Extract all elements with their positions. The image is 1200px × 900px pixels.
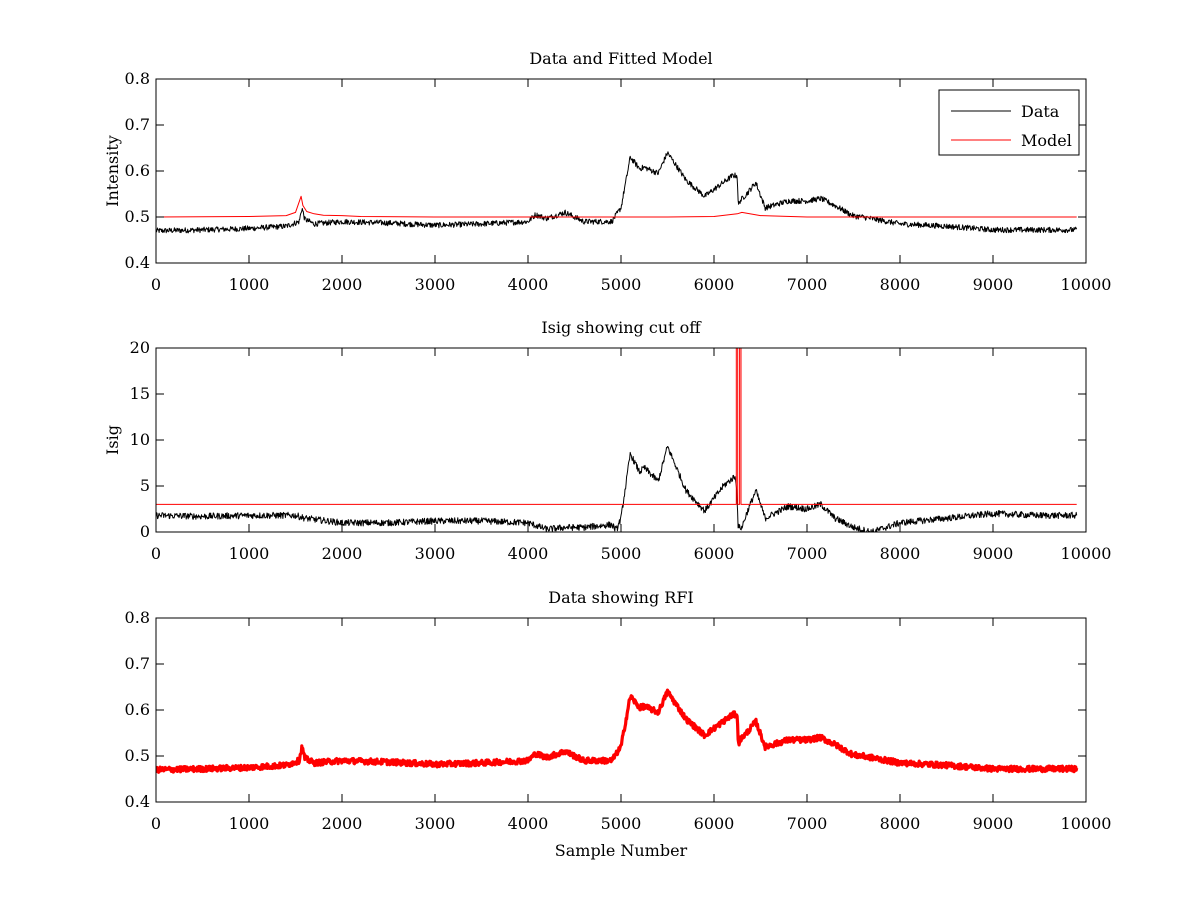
x-tick-label: 6000 bbox=[694, 544, 735, 563]
x-tick-label: 10000 bbox=[1061, 275, 1112, 294]
y-tick-label: 0.6 bbox=[125, 700, 150, 719]
y-tick-label: 15 bbox=[130, 384, 150, 403]
x-tick-label: 5000 bbox=[601, 814, 642, 833]
series-line-model bbox=[156, 195, 1077, 218]
series-group bbox=[156, 151, 1078, 234]
y-tick-label: 20 bbox=[130, 338, 150, 357]
x-tick-label: 2000 bbox=[322, 544, 363, 563]
y-tick-label: 0.4 bbox=[125, 253, 150, 272]
y-tick-label: 0.4 bbox=[125, 792, 150, 811]
y-tick-label: 0.8 bbox=[125, 69, 150, 88]
x-tick-label: 1000 bbox=[229, 275, 270, 294]
x-tick-label: 4000 bbox=[508, 544, 549, 563]
series-group bbox=[156, 688, 1079, 774]
x-tick-label: 5000 bbox=[601, 275, 642, 294]
x-tick-label: 8000 bbox=[880, 814, 921, 833]
series-line-1 bbox=[156, 446, 1078, 532]
chart-title: Data and Fitted Model bbox=[529, 49, 712, 68]
x-tick-label: 9000 bbox=[973, 275, 1014, 294]
x-tick-label: 8000 bbox=[880, 275, 921, 294]
y-tick-label: 0.5 bbox=[125, 746, 150, 765]
x-tick-label: 7000 bbox=[787, 544, 828, 563]
chart-title: Data showing RFI bbox=[548, 588, 693, 607]
x-tick-label: 7000 bbox=[787, 814, 828, 833]
x-tick-label: 7000 bbox=[787, 275, 828, 294]
x-tick-label: 10000 bbox=[1061, 814, 1112, 833]
series-group bbox=[156, 348, 1078, 532]
x-tick-label: 4000 bbox=[508, 814, 549, 833]
y-tick-label: 5 bbox=[140, 476, 150, 495]
x-tick-label: 9000 bbox=[973, 544, 1014, 563]
y-axis-label: Intensity bbox=[103, 135, 122, 207]
x-tick-label: 3000 bbox=[415, 544, 456, 563]
legend-box bbox=[938, 89, 1080, 156]
x-axis-label: Sample Number bbox=[555, 841, 688, 860]
x-tick-label: 1000 bbox=[229, 814, 270, 833]
y-axis-label: Isig bbox=[103, 425, 122, 455]
x-tick-label: 0 bbox=[151, 544, 161, 563]
chart-title: Isig showing cut off bbox=[541, 318, 702, 337]
x-tick-label: 0 bbox=[151, 814, 161, 833]
x-tick-label: 2000 bbox=[322, 814, 363, 833]
x-tick-label: 3000 bbox=[415, 275, 456, 294]
y-tick-label: 0 bbox=[140, 522, 150, 541]
x-tick-label: 6000 bbox=[694, 275, 735, 294]
x-tick-label: 4000 bbox=[508, 275, 549, 294]
axes-frame bbox=[155, 617, 1087, 803]
x-tick-label: 5000 bbox=[601, 544, 642, 563]
series-line-2 bbox=[156, 348, 1077, 505]
chart-panel-2: 0 1000 2000 3000 4000 5000 6000 7000 8000 9000 100… bbox=[103, 318, 1111, 563]
series-line-1 bbox=[156, 688, 1079, 774]
y-tick-label: 10 bbox=[130, 430, 150, 449]
x-tick-label: 10000 bbox=[1061, 544, 1112, 563]
y-tick-label: 0.8 bbox=[125, 608, 150, 627]
x-tick-label: 3000 bbox=[415, 814, 456, 833]
x-tick-label: 9000 bbox=[973, 814, 1014, 833]
y-tick-label: 0.7 bbox=[125, 115, 150, 134]
y-tick-label: 0.7 bbox=[125, 654, 150, 673]
y-tick-label: 0.5 bbox=[125, 207, 150, 226]
legend: Data Model bbox=[938, 89, 1080, 156]
series-line-data bbox=[156, 151, 1078, 234]
y-tick-label: 0.6 bbox=[125, 161, 150, 180]
x-tick-label: 0 bbox=[151, 275, 161, 294]
chart-panel-3: 0 1000 2000 3000 4000 5000 6000 7000 8000 9000 100… bbox=[125, 588, 1112, 860]
x-tick-label: 1000 bbox=[229, 544, 270, 563]
x-tick-label: 8000 bbox=[880, 544, 921, 563]
x-tick-label: 2000 bbox=[322, 275, 363, 294]
legend-label: Data bbox=[1021, 102, 1060, 121]
legend-label: Model bbox=[1021, 131, 1072, 150]
x-tick-label: 6000 bbox=[694, 814, 735, 833]
chart-panel-1: 0 1000 2000 3000 4000 5000 6000 7000 8000 9000 100… bbox=[103, 49, 1111, 294]
